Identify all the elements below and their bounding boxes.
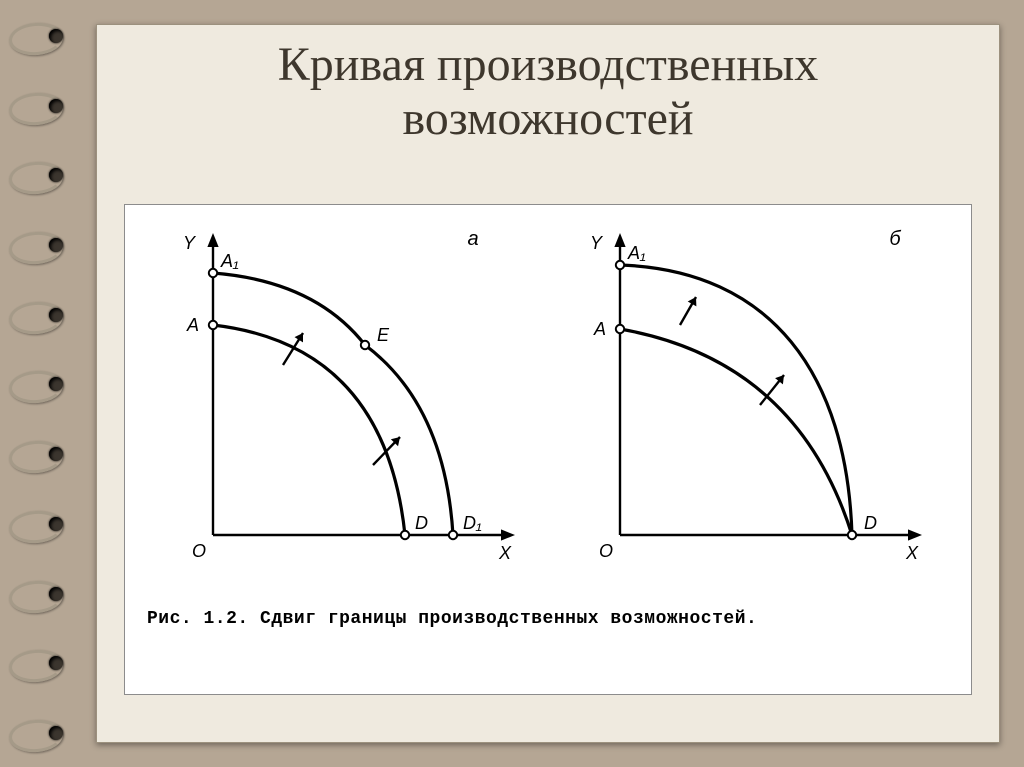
- svg-text:Y: Y: [182, 233, 196, 253]
- svg-text:A: A: [185, 315, 198, 335]
- content-panel: Кривая производственных возможностей Y X O…: [96, 24, 1000, 743]
- spiral-binding: [0, 0, 90, 767]
- svg-text:D₁: D₁: [463, 513, 482, 533]
- svg-text:D: D: [864, 513, 877, 533]
- figure-panel: Y X O A D A₁ E D₁ а Y X O A D A₁ б Рис. 1.2. Сдвиг гра…: [124, 204, 972, 695]
- svg-text:E: E: [377, 325, 390, 345]
- plot-b: Y X O A D A₁ б: [562, 215, 942, 595]
- svg-text:D: D: [415, 513, 428, 533]
- slide: Кривая производственных возможностей Y X O…: [0, 0, 1024, 767]
- svg-text:Y: Y: [589, 233, 603, 253]
- title-line-2: возможностей: [402, 92, 693, 145]
- svg-text:X: X: [497, 543, 511, 563]
- svg-text:X: X: [904, 543, 918, 563]
- svg-text:O: O: [598, 541, 612, 561]
- svg-text:A: A: [592, 319, 605, 339]
- svg-text:б: б: [889, 228, 901, 250]
- svg-text:а: а: [467, 228, 478, 250]
- plot-a: Y X O A D A₁ E D₁ а: [155, 215, 535, 595]
- title-line-1: Кривая производственных: [278, 38, 818, 91]
- slide-title: Кривая производственных возможностей: [96, 24, 1000, 156]
- figure-caption: Рис. 1.2. Сдвиг границы производственных…: [125, 603, 971, 639]
- svg-text:A₁: A₁: [220, 251, 239, 271]
- svg-text:O: O: [191, 541, 205, 561]
- svg-text:A₁: A₁: [627, 243, 646, 263]
- plots-row: Y X O A D A₁ E D₁ а Y X O A D A₁ б: [125, 205, 971, 603]
